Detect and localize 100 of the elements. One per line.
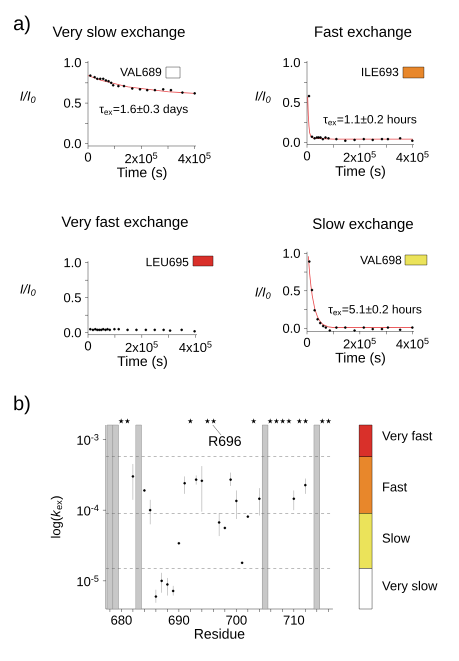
- point: [104, 79, 108, 82]
- x-tick-label: 2x10$^{5}$: [126, 341, 158, 352]
- x-tick-label: 710: [284, 616, 304, 625]
- point: [318, 322, 322, 324]
- y-tick-label: 10$^{-4}$: [77, 504, 99, 516]
- chart-title: Very fast exchange: [61, 216, 188, 230]
- point: [322, 138, 324, 140]
- point: [200, 480, 204, 482]
- point: [122, 84, 126, 88]
- point: [154, 88, 156, 92]
- x-tick-label: 4x10$^{5}$: [396, 151, 429, 162]
- point: [335, 326, 338, 329]
- point: [371, 328, 374, 330]
- text: Very fast: [382, 430, 432, 443]
- point: [193, 92, 196, 95]
- annotation: τ$_{ex}$=1.1±0.2 hours: [323, 114, 416, 126]
- chart-title: Very slow exchange: [52, 26, 185, 40]
- point: [172, 590, 174, 592]
- point: [246, 515, 250, 518]
- point: [344, 139, 347, 142]
- point: [362, 138, 366, 140]
- point: [96, 78, 99, 80]
- point: [386, 138, 390, 140]
- y-tick-label: 0.0: [64, 138, 81, 148]
- y-axis-title: I/I$_{0}$: [20, 91, 36, 103]
- annotation: τ$_{ex}$=5.1±0.2 hours: [328, 304, 422, 316]
- point: [224, 526, 226, 530]
- point: [353, 138, 356, 142]
- line-series: [88, 75, 196, 94]
- x-tick-label: 680: [111, 616, 132, 625]
- x-tick-label: 0: [304, 338, 310, 347]
- point: [313, 137, 316, 140]
- annotation: τ$_{ex}$=1.6±0.3 days: [99, 104, 188, 116]
- point: [310, 288, 314, 292]
- point: [319, 136, 322, 139]
- point: [181, 91, 184, 94]
- point: [316, 318, 319, 321]
- point: [235, 500, 238, 502]
- point: [162, 88, 164, 91]
- point: [170, 88, 172, 92]
- x-tick-label: 700: [226, 616, 247, 625]
- x-tick-label: 2x10$^{5}$: [344, 151, 376, 162]
- chart-title: Slow exchange: [312, 218, 413, 232]
- point: [183, 482, 186, 485]
- x-tick-label: 0: [304, 151, 310, 160]
- point: [328, 329, 332, 332]
- point: [362, 326, 366, 329]
- y-tick-label: 0.5: [282, 286, 300, 296]
- point: [322, 324, 324, 328]
- point: [110, 82, 112, 84]
- point: [93, 76, 96, 78]
- x-tick-label: 0: [84, 341, 92, 350]
- x-tick-label: 0: [84, 152, 92, 162]
- x-tick-label: 690: [168, 616, 190, 625]
- y-tick-label: 10$^{-3}$: [77, 434, 98, 445]
- text: b): [14, 396, 30, 414]
- point: [112, 84, 114, 87]
- point: [107, 80, 110, 83]
- annotation: VAL698: [360, 256, 402, 264]
- point: [308, 94, 310, 98]
- point: [132, 475, 134, 478]
- y-tick-label: 1.0: [64, 58, 81, 68]
- y-tick-label: 1.0: [283, 248, 300, 258]
- annotation: R696: [209, 436, 241, 446]
- point: [102, 78, 105, 80]
- point: [316, 136, 318, 139]
- point: [292, 497, 296, 500]
- point: [229, 478, 232, 481]
- point: [327, 137, 330, 140]
- y-axis-title: I/I$_{0}$: [255, 91, 271, 103]
- annotation: LEU695: [146, 258, 188, 266]
- point: [398, 328, 402, 332]
- text: Very slow: [382, 580, 438, 593]
- x-tick-label: 4x10$^{5}$: [178, 152, 211, 164]
- text: Fast: [383, 482, 408, 492]
- point: [308, 260, 311, 263]
- x-tick-label: 2x10$^{5}$: [344, 338, 376, 349]
- y-tick-label: 0.5: [282, 98, 300, 108]
- point: [154, 595, 158, 598]
- point: [178, 542, 180, 545]
- point: [146, 88, 148, 92]
- x-tick-label: 2x10$^{5}$: [125, 152, 158, 164]
- point: [344, 326, 347, 329]
- text: a): [14, 16, 30, 34]
- point: [218, 521, 220, 524]
- point: [353, 329, 356, 332]
- annotation: VAL689: [120, 68, 162, 76]
- y-tick-label: 0.5: [64, 293, 81, 302]
- y-tick-label: 0.0: [282, 324, 300, 333]
- y-tick-label: 0.5: [64, 98, 81, 108]
- y-tick-label: 0.0: [64, 328, 81, 338]
- point: [411, 326, 414, 329]
- point: [143, 489, 146, 492]
- point: [317, 136, 320, 139]
- y-tick-label: 10$^{-5}$: [77, 576, 98, 586]
- point: [398, 137, 402, 140]
- point: [240, 562, 244, 564]
- y-axis-title: log(k$_{ex}$): [50, 496, 63, 538]
- x-axis-title: Time (s): [117, 167, 166, 180]
- annotation: ILE693: [362, 68, 398, 76]
